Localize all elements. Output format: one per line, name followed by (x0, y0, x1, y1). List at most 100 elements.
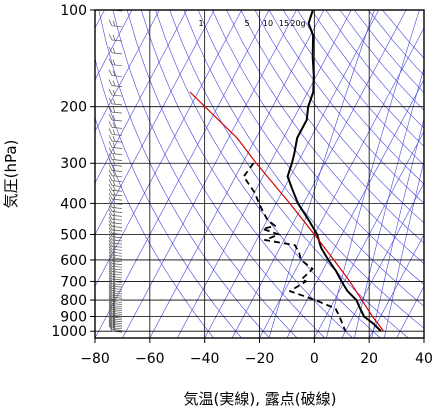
dry-adiabat-line (98, 10, 270, 338)
wind-barb (112, 324, 116, 330)
wind-barb (111, 248, 123, 251)
y-tick-label: 100 (60, 3, 87, 19)
wind-barb (108, 227, 113, 234)
isotherm-line (149, 10, 325, 338)
wind-barb (112, 315, 116, 321)
isotherm-line (396, 285, 424, 338)
dry-adiabat-line (254, 10, 424, 224)
wind-barb (112, 70, 116, 76)
wind-barb (112, 308, 116, 314)
wind-barb (111, 330, 123, 333)
wind-barb (111, 268, 123, 271)
mixing-ratio-line (371, 118, 424, 338)
wind-barb (108, 153, 113, 160)
wind-barb (111, 311, 123, 313)
dry-adiabat-line (183, 10, 424, 329)
wind-barb (111, 164, 123, 167)
x-tick-label: −20 (245, 351, 275, 367)
wind-barb (111, 265, 123, 268)
mixing-ratio-label: 15 (279, 19, 289, 28)
isotherm-line (341, 182, 424, 338)
dry-adiabat-line (95, 116, 214, 338)
wind-barb (108, 272, 113, 280)
wind-barb (112, 311, 116, 318)
wind-barb (108, 325, 113, 332)
wind-barb (111, 292, 123, 295)
mixing-ratio-labels: 1 5 10 15 20g (198, 19, 305, 28)
y-tick-label: 200 (60, 100, 87, 116)
y-tick-label: 700 (60, 274, 87, 290)
wind-barb (111, 251, 123, 254)
wind-barb (111, 254, 123, 257)
wind-barb (111, 257, 123, 260)
wind-barb (108, 291, 113, 298)
wind-barb (112, 80, 116, 86)
y-tick-label: 1000 (51, 324, 87, 340)
wind-barb (108, 121, 113, 128)
wind-barb (108, 134, 113, 142)
wind-barb (108, 251, 113, 259)
wind-barb (111, 263, 123, 265)
wind-barb (108, 128, 113, 135)
wind-barb (111, 299, 123, 301)
dry-adiabat-line (325, 10, 424, 129)
wind-barb (108, 97, 113, 105)
wind-barb (111, 313, 123, 315)
dry-adiabat-line (126, 10, 326, 338)
wind-barb (111, 233, 123, 235)
wind-barb (111, 329, 123, 331)
wind-barb (108, 179, 113, 186)
isotherm-line (231, 10, 407, 338)
wind-barb (111, 103, 123, 106)
isotherm-line (95, 10, 242, 287)
wind-barb (111, 314, 123, 317)
mixing-ratio-label: 5 (244, 19, 249, 28)
wind-barb (112, 241, 116, 247)
x-tick-label: 40 (415, 351, 433, 367)
wind-barb (108, 265, 113, 272)
wind-barb (111, 229, 123, 232)
dry-adiabat-line (155, 10, 381, 338)
wind-barb (111, 322, 123, 324)
dry-adiabat-line (141, 10, 353, 338)
wind-barb (112, 313, 116, 320)
series-layer (189, 10, 385, 332)
dewpoint-line (242, 162, 347, 332)
wind-barb (111, 52, 123, 55)
wind-barb (111, 218, 123, 221)
mixing-ratio-label: 1 (198, 19, 203, 28)
wind-barb (111, 25, 123, 28)
x-axis-ticks: −80 −60 −40 −20 0 20 40 (80, 338, 433, 367)
wind-barb (111, 64, 123, 67)
wind-barb (111, 75, 123, 77)
wind-barb (112, 221, 116, 227)
x-tick-label: −60 (135, 351, 165, 367)
wind-barb (108, 277, 113, 284)
wind-barb (111, 189, 123, 192)
wind-barb (108, 147, 113, 154)
wind-barb (108, 267, 113, 275)
wind-barb (108, 299, 113, 306)
wind-barb (108, 240, 113, 247)
x-axis-title: 気温(実線), 露点(破線) (184, 390, 337, 408)
isotherm-line (95, 10, 270, 338)
wind-barb (108, 201, 113, 208)
wind-barb (112, 320, 116, 327)
wind-barb (111, 325, 123, 328)
wind-barb (108, 321, 113, 328)
wind-barb (108, 293, 113, 300)
wind-barb (111, 198, 123, 201)
dry-adiabat-line (197, 10, 424, 307)
wind-barb (112, 217, 116, 224)
wind-barb (111, 94, 123, 97)
wind-barb (108, 323, 113, 330)
dry-adiabat-line (240, 10, 424, 244)
wind-barb (112, 310, 116, 316)
wind-barb (108, 205, 113, 212)
wind-barb (108, 88, 113, 96)
wind-barb (108, 164, 113, 171)
wind-barb (108, 216, 113, 224)
wind-barb (111, 215, 123, 217)
wind-barb (112, 154, 116, 160)
